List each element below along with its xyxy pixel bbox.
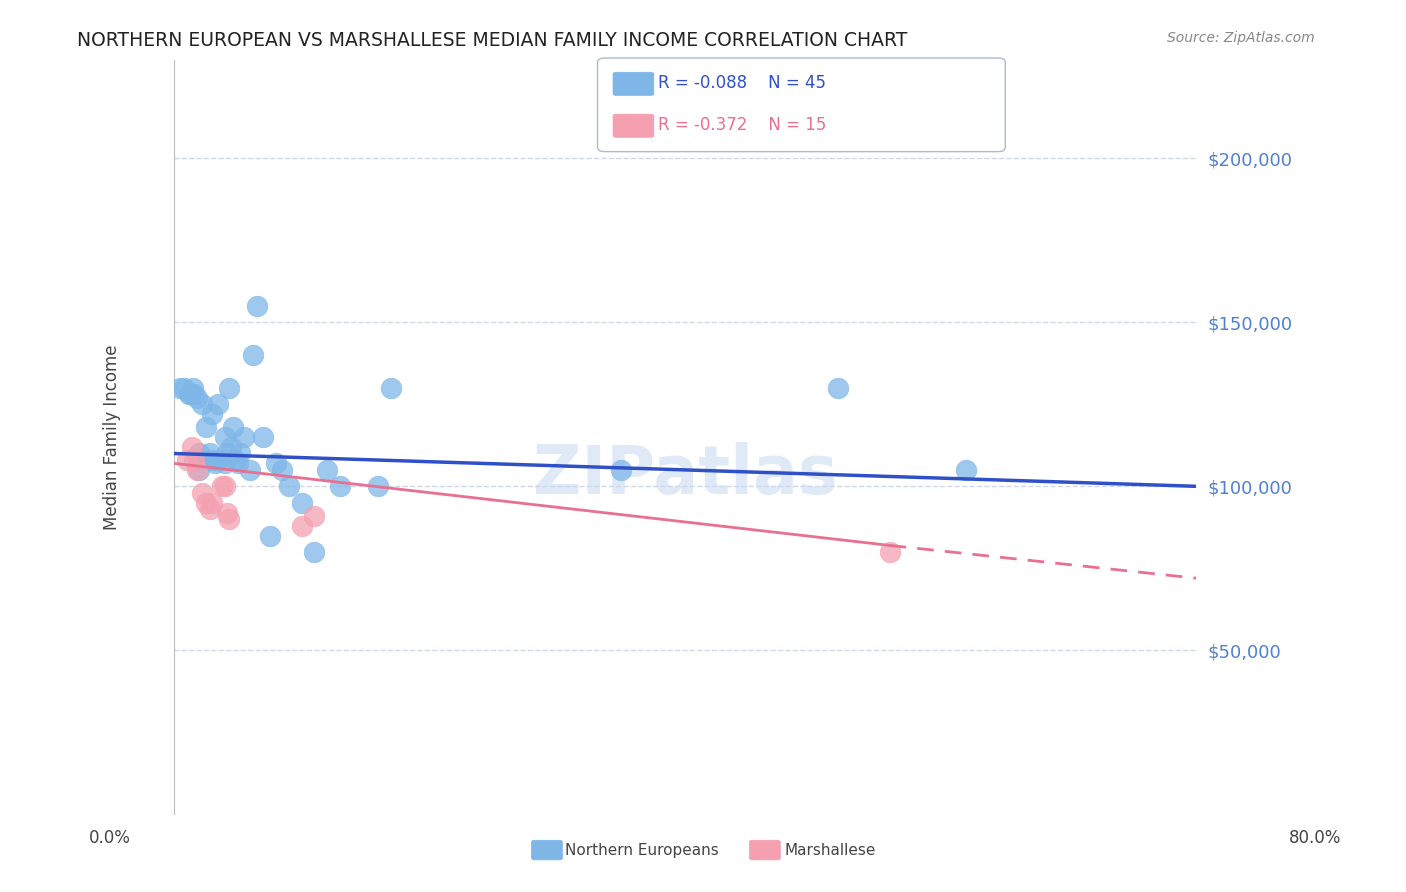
- Point: [214, 479, 236, 493]
- Point: [229, 446, 252, 460]
- Point: [181, 381, 204, 395]
- Point: [180, 440, 202, 454]
- Point: [217, 506, 239, 520]
- Point: [198, 502, 221, 516]
- Point: [207, 397, 229, 411]
- Point: [201, 407, 224, 421]
- Point: [304, 508, 326, 523]
- Point: [198, 446, 221, 460]
- Point: [201, 496, 224, 510]
- Point: [239, 463, 262, 477]
- Point: [304, 545, 326, 559]
- Point: [214, 430, 236, 444]
- Point: [204, 456, 226, 470]
- Point: [290, 496, 312, 510]
- Point: [183, 453, 205, 467]
- Point: [827, 381, 849, 395]
- Point: [211, 479, 233, 493]
- Point: [879, 545, 901, 559]
- Point: [173, 381, 195, 395]
- Point: [188, 463, 211, 477]
- Point: [194, 496, 217, 510]
- Point: [252, 430, 274, 444]
- Point: [177, 387, 200, 401]
- Point: [186, 391, 208, 405]
- Text: ZIPatlas: ZIPatlas: [533, 442, 838, 508]
- Point: [188, 446, 211, 460]
- Point: [186, 463, 208, 477]
- Point: [191, 397, 214, 411]
- Point: [277, 479, 299, 493]
- Point: [224, 453, 246, 467]
- Point: [219, 440, 242, 454]
- Text: Marshallese: Marshallese: [785, 843, 876, 857]
- Point: [187, 453, 209, 467]
- Point: [226, 456, 249, 470]
- Point: [176, 453, 198, 467]
- Point: [271, 463, 294, 477]
- Text: R = -0.372    N = 15: R = -0.372 N = 15: [658, 116, 827, 134]
- Text: NORTHERN EUROPEAN VS MARSHALLESE MEDIAN FAMILY INCOME CORRELATION CHART: NORTHERN EUROPEAN VS MARSHALLESE MEDIAN …: [77, 31, 908, 50]
- Point: [218, 381, 240, 395]
- Text: 80.0%: 80.0%: [1288, 829, 1341, 847]
- Point: [179, 387, 201, 401]
- Point: [201, 453, 224, 467]
- Point: [380, 381, 402, 395]
- Point: [329, 479, 352, 493]
- Point: [316, 463, 339, 477]
- Point: [246, 299, 269, 313]
- Text: Median Family Income: Median Family Income: [104, 344, 121, 530]
- Point: [242, 348, 264, 362]
- Point: [259, 528, 281, 542]
- Point: [183, 387, 205, 401]
- Text: Source: ZipAtlas.com: Source: ZipAtlas.com: [1167, 31, 1315, 45]
- Text: Northern Europeans: Northern Europeans: [565, 843, 718, 857]
- Point: [367, 479, 389, 493]
- Point: [264, 456, 287, 470]
- Point: [218, 512, 240, 526]
- Text: 0.0%: 0.0%: [89, 829, 131, 847]
- Point: [290, 518, 312, 533]
- Point: [214, 456, 236, 470]
- Text: R = -0.088    N = 45: R = -0.088 N = 45: [658, 74, 825, 92]
- Point: [233, 430, 256, 444]
- Point: [217, 446, 239, 460]
- Point: [194, 420, 217, 434]
- Point: [221, 420, 243, 434]
- Point: [610, 463, 633, 477]
- Point: [169, 381, 191, 395]
- Point: [191, 486, 214, 500]
- Point: [955, 463, 977, 477]
- Point: [207, 453, 229, 467]
